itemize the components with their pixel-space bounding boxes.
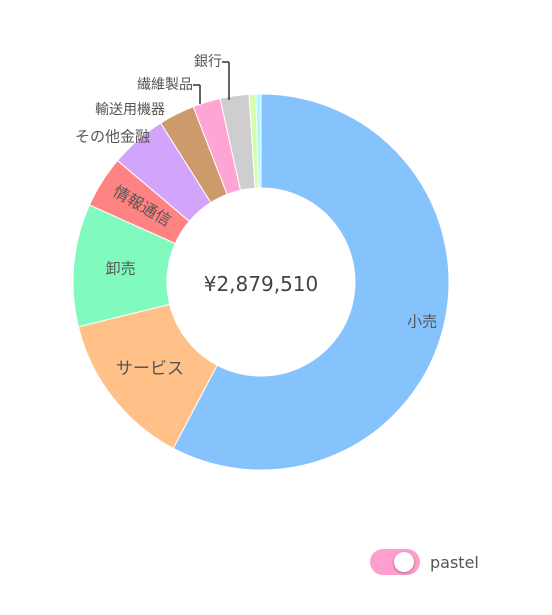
- chart-center-total: ¥2,879,510: [204, 272, 319, 296]
- pastel-toggle-control[interactable]: pastel: [370, 546, 479, 578]
- chart-slices: [72, 93, 450, 471]
- pastel-toggle-switch[interactable]: [370, 549, 420, 575]
- slice-label-5: その他金融: [75, 128, 150, 146]
- slice-label-8: 銀行: [194, 54, 222, 70]
- slice-label-2: サービス: [116, 359, 184, 379]
- slice-label-1: 小売: [407, 312, 437, 330]
- pastel-toggle-label: pastel: [430, 552, 479, 572]
- slice-label-7: 繊維製品: [137, 77, 193, 93]
- slice-1[interactable]: [172, 93, 450, 471]
- slice-label-6: 輸送用機器: [95, 102, 165, 118]
- pastel-toggle-knob: [394, 552, 414, 572]
- slice-label-3: 卸売: [106, 260, 136, 278]
- slice-10[interactable]: [255, 93, 262, 189]
